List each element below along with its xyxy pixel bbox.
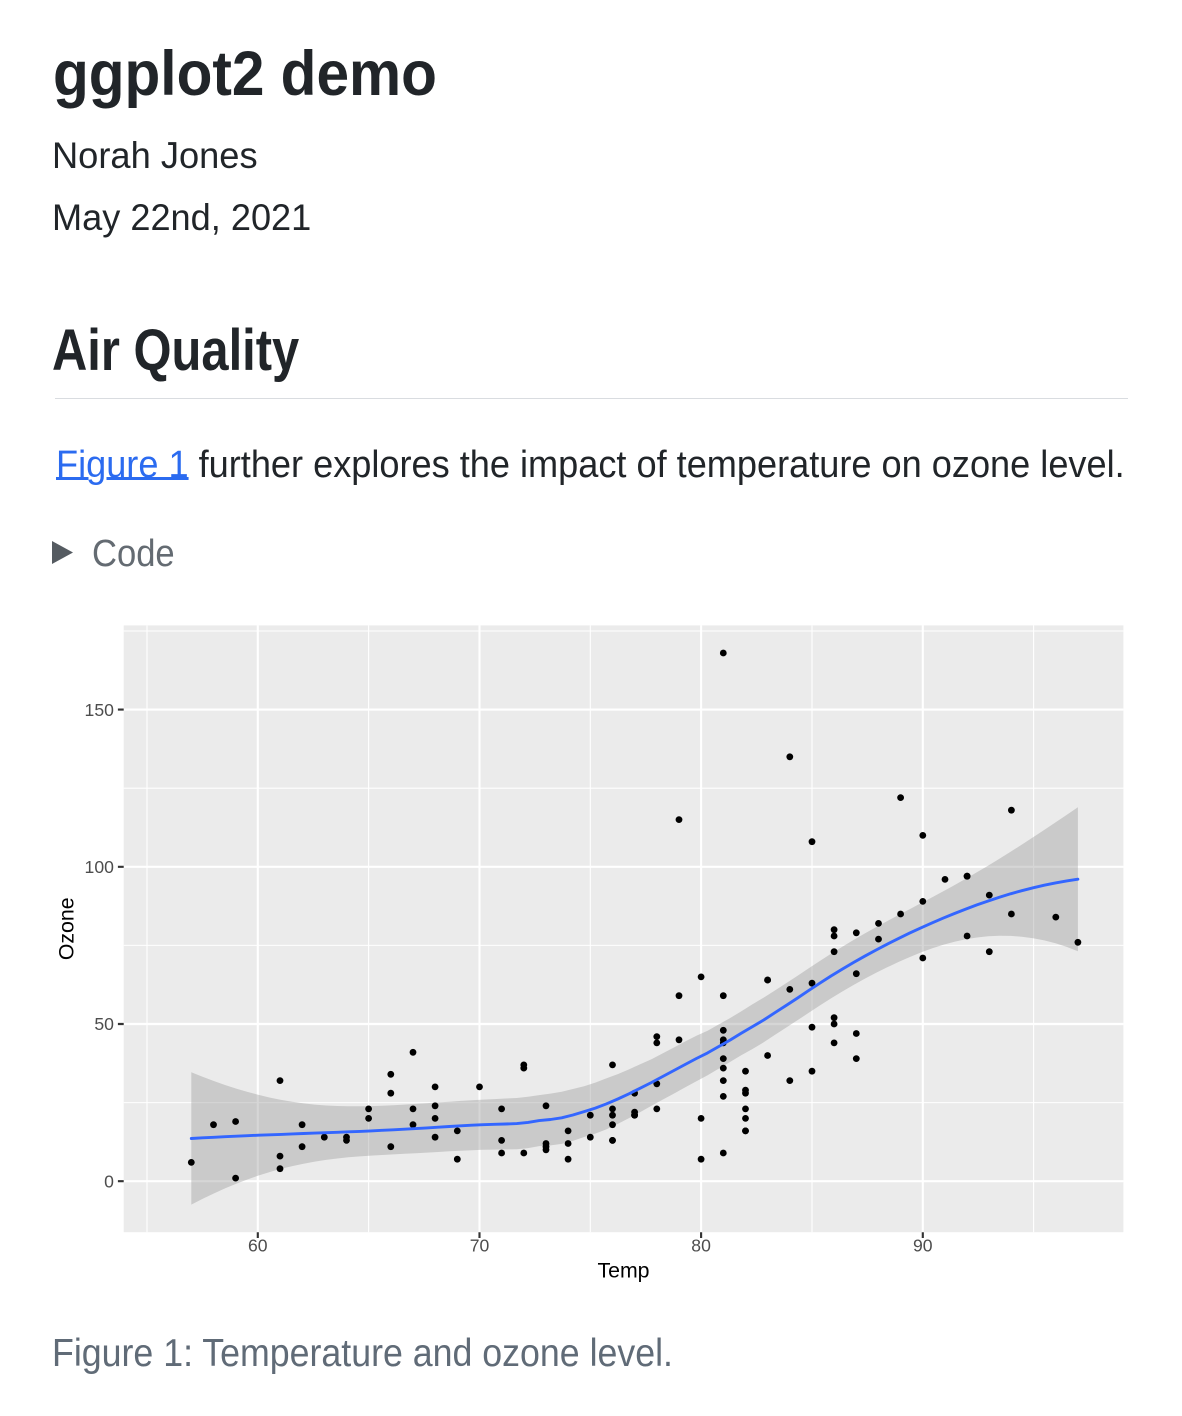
svg-text:Ozone: Ozone [54, 897, 78, 960]
svg-text:90: 90 [913, 1235, 933, 1255]
svg-text:80: 80 [691, 1235, 711, 1255]
svg-text:50: 50 [94, 1014, 114, 1034]
svg-text:150: 150 [85, 700, 115, 720]
svg-text:70: 70 [470, 1235, 490, 1255]
svg-text:100: 100 [85, 857, 115, 877]
svg-text:0: 0 [104, 1172, 114, 1192]
svg-text:60: 60 [248, 1235, 268, 1255]
svg-text:Temp: Temp [597, 1259, 649, 1283]
